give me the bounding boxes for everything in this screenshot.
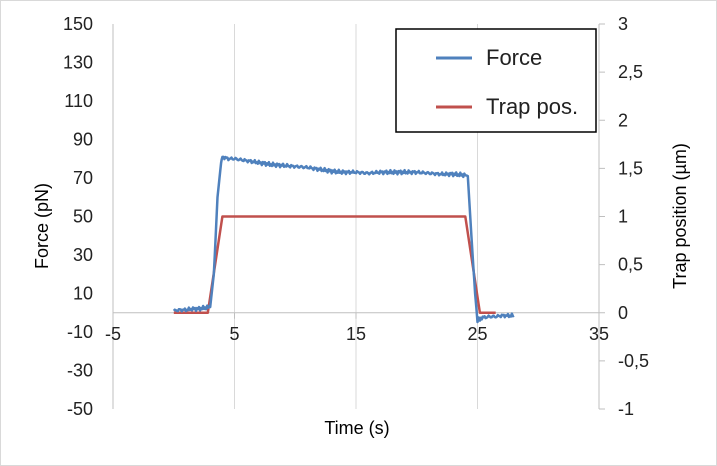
y2-tick-label: 1,5 [618, 158, 643, 178]
y2-axis-title: Trap position (µm) [670, 143, 690, 289]
y2-tick-label: 1 [618, 207, 628, 227]
y-tick-label: -30 [67, 361, 93, 381]
y-tick-label: -50 [67, 399, 93, 419]
y-tick-label: 70 [73, 168, 93, 188]
x-tick-label: 15 [346, 324, 366, 344]
y2-tick-label: 0,5 [618, 255, 643, 275]
x-tick-label: -5 [105, 324, 121, 344]
y2-tick-label: 2 [618, 110, 628, 130]
legend-label-force: Force [486, 45, 542, 70]
y2-tick-label: 3 [618, 14, 628, 34]
legend-label-trap: Trap pos. [486, 94, 578, 119]
y-tick-label: 30 [73, 245, 93, 265]
y-tick-label: -10 [67, 322, 93, 342]
y-tick-label: 90 [73, 130, 93, 150]
y2-tick-label: -0,5 [618, 351, 649, 371]
series-line-force [172, 155, 515, 324]
legend-box [395, 28, 597, 133]
y-tick-label: 10 [73, 284, 93, 304]
x-axis-title: Time (s) [324, 418, 389, 438]
x-tick-labels: -5 5 15 25 35 [105, 324, 609, 344]
y-axis-title: Force (pN) [32, 183, 52, 269]
series-line-trap-position [173, 215, 496, 315]
y-tick-labels: 150 130 110 90 70 50 30 10 -10 -30 -50 [63, 14, 93, 419]
y2-tick-label: -1 [618, 399, 634, 419]
y-tick-label: 110 [64, 91, 93, 111]
y2-tick-labels: 3 2,5 2 1,5 1 0,5 0 -0,5 -1 [618, 14, 649, 419]
legend: Force Trap pos. [395, 28, 597, 133]
series-lines [172, 155, 515, 324]
y-tick-label: 50 [73, 207, 93, 227]
y-tick-label: 150 [63, 14, 93, 34]
y-tick-label: 130 [63, 53, 93, 73]
x-tick-label: 35 [589, 324, 609, 344]
y2-tick-label: 2,5 [618, 62, 643, 82]
y2-tick-label: 0 [618, 303, 628, 323]
x-tick-label: 25 [467, 324, 487, 344]
x-tick-label: 5 [229, 324, 239, 344]
